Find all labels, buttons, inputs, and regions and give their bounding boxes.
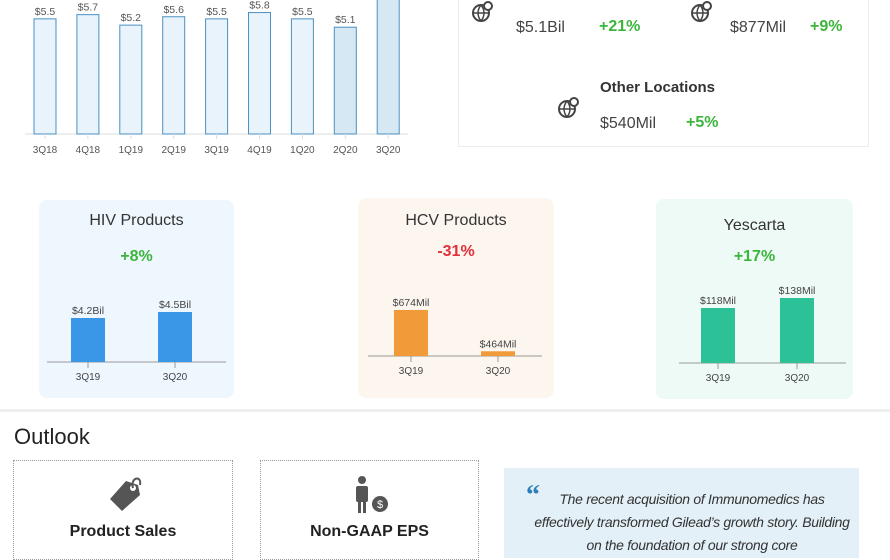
x-tick-label: 2Q19 [161, 145, 186, 156]
data-label: $674Mil [393, 297, 430, 309]
x-tick-label: 3Q19 [76, 372, 101, 383]
data-label: $5.2 [121, 12, 142, 24]
geo-change: +5% [686, 114, 719, 131]
product-bar-chart: $674Mil 3Q19 $464Mil 3Q20 [368, 297, 542, 377]
outlook-box-label: Product Sales [69, 523, 177, 540]
bar [119, 24, 143, 135]
product-card: HCV Products -31% $674Mil 3Q19 $464Mil 3Q20 [358, 198, 554, 398]
section-divider [0, 409, 890, 412]
bar [76, 14, 100, 135]
geo-change: +21% [599, 18, 641, 35]
globe-pin-icon [691, 1, 712, 22]
geography-revenue-panel: $5.1Bil +21% $877Mil +9% Other Locations… [458, 0, 869, 147]
product-change: -31% [437, 243, 475, 260]
outlook-box-eps: $ Non-GAAP EPS [260, 460, 479, 560]
product-change: +8% [120, 248, 153, 265]
data-label: $5.5 [206, 6, 227, 18]
product-card: HIV Products +8% $4.2Bil 3Q19 $4.5Bil 3Q20 [39, 200, 234, 398]
data-label: $5.6 [163, 4, 184, 16]
geo-value: $5.1Bil [516, 19, 565, 36]
x-tick-label: 2Q20 [333, 145, 358, 156]
bar [376, 0, 400, 135]
bar [33, 18, 57, 135]
product-change: +17% [733, 248, 776, 265]
product-title: Yescarta [723, 217, 786, 234]
x-tick-label: 3Q20 [486, 366, 511, 377]
data-label: $5.8 [249, 0, 270, 12]
bar [333, 26, 357, 135]
geo-change: +9% [810, 18, 843, 35]
person-dollar-icon: $ [356, 476, 388, 513]
x-tick-label: 3Q20 [163, 372, 188, 383]
x-tick-label: 3Q20 [785, 373, 810, 384]
globe-pin-icon [472, 1, 493, 22]
data-label: $5.7 [78, 2, 99, 14]
data-label: $5.1 [335, 14, 356, 26]
x-tick-label: 3Q18 [33, 145, 58, 156]
geo-value: $877Mil [730, 19, 787, 36]
bar [205, 18, 229, 135]
bar [481, 351, 515, 356]
globe-pin-icon [558, 97, 579, 118]
bar [162, 16, 186, 135]
data-label: $118Mil [700, 295, 736, 307]
product-card: Yescarta +17% $118Mil 3Q19 $138Mil 3Q20 [656, 199, 853, 399]
x-tick-label: 3Q19 [204, 145, 229, 156]
bar [290, 18, 314, 135]
quote-mark-icon: “ [526, 480, 540, 511]
price-tag-icon [110, 477, 142, 511]
geo-title: Other Locations [600, 79, 716, 96]
geo-value: $540Mil [600, 115, 657, 132]
quarterly-revenue-chart: $5.5 3Q18 $5.7 4Q18 $5.2 1Q19 $5.6 2Q19 $5.5 3Q19… [25, 0, 408, 156]
outlook-heading: Outlook [14, 424, 90, 449]
outlook-box-label: Non-GAAP EPS [310, 523, 429, 540]
x-tick-label: 3Q19 [706, 373, 731, 384]
data-label: $4.2Bil [72, 305, 104, 317]
x-tick-label: 4Q18 [76, 145, 101, 156]
data-label: $4.5Bil [159, 299, 191, 311]
bar [158, 312, 192, 362]
data-label: $5.5 [292, 6, 313, 18]
product-bar-chart: $118Mil 3Q19 $138Mil 3Q20 [679, 285, 846, 384]
data-label: $5.5 [35, 6, 56, 18]
outlook-box-product-sales: Product Sales [13, 460, 233, 560]
quote-text: The recent acquisition of Immunomedics h… [534, 491, 850, 553]
data-label: $464Mil [480, 338, 517, 350]
x-tick-label: 3Q20 [376, 145, 401, 156]
product-title: HIV Products [89, 212, 184, 229]
bar [701, 308, 735, 363]
management-quote: “ The recent acquisition of Immunomedics… [504, 468, 859, 558]
bar [248, 12, 271, 135]
x-tick-label: 4Q19 [247, 145, 272, 156]
x-tick-label: 3Q19 [399, 366, 424, 377]
svg-text:$: $ [377, 499, 383, 511]
product-title: HCV Products [405, 212, 507, 229]
bar [71, 318, 105, 362]
product-bar-chart: $4.2Bil 3Q19 $4.5Bil 3Q20 [47, 299, 226, 383]
x-tick-label: 1Q19 [119, 145, 144, 156]
x-tick-label: 1Q20 [290, 145, 315, 156]
bar [780, 298, 814, 363]
bar [394, 309, 428, 356]
data-label: $138Mil [779, 285, 816, 297]
